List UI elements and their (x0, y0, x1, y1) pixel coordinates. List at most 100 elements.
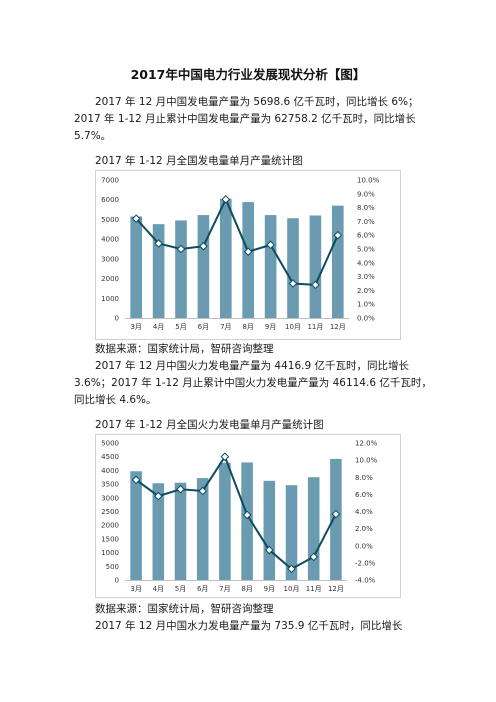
chart-1-x-tick: 12月 (330, 323, 346, 331)
chart-1-growth-point (333, 230, 343, 240)
chart-1-x-tick: 11月 (307, 323, 323, 331)
chart-2-growth-point (198, 486, 208, 496)
chart-2-y-left-tick: 0 (115, 577, 119, 585)
chart-1-growth-point (131, 214, 141, 223)
chart-2-y-right-tick: -4.0% (355, 577, 376, 585)
chart-2-x-tick: 6月 (197, 585, 208, 593)
chart-2-y-left-tick: 500 (106, 563, 119, 571)
chart-2-bar (285, 485, 298, 580)
chart-2-y-left-tick: 2500 (101, 508, 119, 516)
paragraph-2-text: 2017 年 12 月中国火力发电量产量为 4416.9 亿千瓦时，同比增长 3… (74, 360, 432, 406)
chart-1-bar (287, 218, 299, 318)
chart-1-x-tick: 6月 (198, 323, 209, 331)
chart-2-y-right-tick: 4.0% (355, 508, 373, 516)
chart-1-bar (242, 202, 255, 318)
chart-2-svg: 0 500 1000 1500 2000 2500 3000 3500 4000 4500 5000… (95, 434, 401, 598)
paragraph-1: 2017 年 12 月中国发电量产量为 5698.6 亿千瓦时，同比增长 6%；… (74, 94, 434, 145)
chart-2-growth-point (309, 552, 319, 562)
chart-2-growth-point (287, 564, 296, 574)
chart-2-x-tick: 12月 (328, 585, 344, 593)
chart-1-y-right-tick: 10.0% (357, 177, 380, 185)
chart-2-bar (196, 478, 209, 580)
chart-1-y-left-tick: 4000 (101, 236, 119, 244)
chart-2-y-right-tick: 2.0% (355, 525, 373, 533)
chart-2-growth-point (220, 452, 230, 462)
chart-1-bar (219, 198, 232, 318)
chart-2-y-left-tick: 4500 (101, 453, 119, 461)
chart-2-growth-point (242, 510, 252, 520)
paragraph-2: 2017 年 12 月中国火力发电量产量为 4416.9 亿千瓦时，同比增长 3… (74, 358, 434, 409)
chart-2-y-left-tick: 5000 (101, 440, 119, 448)
chart-1-growth-point (311, 280, 320, 290)
chart-2-growth-point (153, 491, 163, 501)
chart-2-x-tick: 3月 (130, 585, 141, 593)
chart-1-y-right-tick: 6.0% (357, 232, 375, 240)
chart-2-y-left-tick: 1500 (101, 535, 119, 543)
chart-2-x-tick: 10月 (284, 585, 300, 593)
chart-1-x-tick: 10月 (285, 323, 301, 331)
chart-1-y-right-tick: 2.0% (357, 287, 375, 295)
chart-2-bar (152, 483, 165, 580)
chart-1-x-tick: 4月 (153, 323, 164, 331)
chart-1-y-left-tick: 2000 (101, 275, 119, 283)
chart-1-x-tick: 9月 (265, 323, 276, 331)
chart-2-bar (307, 477, 320, 580)
chart-1-y-left-tick: 5000 (101, 216, 119, 224)
chart-2-bar (174, 482, 187, 580)
chart-1-growth-point (266, 240, 275, 250)
chart-1-y-left-tick: 0 (115, 315, 119, 323)
chart-2-x-tick: 8月 (241, 585, 252, 593)
chart-1-y-right-tick: 3.0% (357, 273, 375, 281)
chart-2-x-tick: 9月 (264, 585, 275, 593)
chart-1-y-left-tick: 7000 (101, 177, 119, 185)
chart-1-growth-point (154, 239, 163, 248)
chart-2-growth-point (176, 484, 185, 494)
chart-2-y-left-tick: 1000 (101, 549, 119, 557)
chart-2-y-right-tick: 12.0% (355, 440, 378, 448)
chart-2-growth-point (131, 475, 141, 485)
paragraph-3-text: 2017 年 12 月中国水力发电量产量为 735.9 亿千瓦时，同比增长 (95, 620, 403, 632)
chart-2-x-tick: 7月 (219, 585, 230, 593)
chart-2-x-tick: 5月 (175, 585, 186, 593)
paragraph-3: 2017 年 12 月中国水力发电量产量为 735.9 亿千瓦时，同比增长 (74, 618, 434, 635)
chart-2-y-left-tick: 3500 (101, 481, 119, 489)
chart-2-bar (263, 480, 276, 580)
chart-2-source: 数据来源：国家统计局，智研咨询整理 (95, 603, 274, 615)
chart-1-growth-line (135, 196, 339, 286)
chart-1-source: 数据来源：国家统计局，智研咨询整理 (95, 343, 274, 355)
chart-2-y-right-tick: 6.0% (355, 491, 373, 499)
chart-1-growth-point (243, 247, 253, 257)
chart-2-bar (241, 462, 253, 580)
chart-2-y-right-tick: 8.0% (355, 474, 373, 482)
chart-1-y-right-tick: 0.0% (357, 315, 375, 323)
chart-1-y-right-tick: 5.0% (357, 246, 375, 254)
chart-1-y-right-tick: 4.0% (357, 259, 375, 267)
chart-1-y-right-tick: 9.0% (357, 190, 375, 198)
chart-2-caption: 2017 年 1-12 月全国火力发电量单月产量统计图 (95, 419, 324, 431)
chart-2-growth-line (135, 454, 337, 571)
chart-1-y-right-tick: 7.0% (357, 218, 375, 226)
chart-2-bar (330, 458, 342, 580)
chart-2-bar (219, 462, 231, 580)
chart-1-y-left-tick: 6000 (101, 196, 119, 204)
chart-1-bar (264, 215, 277, 318)
paragraph-1-text: 2017 年 12 月中国发电量产量为 5698.6 亿千瓦时，同比增长 6%；… (74, 96, 419, 142)
chart-2-y-left-tick: 2000 (101, 522, 119, 530)
chart-1-x-tick: 7月 (220, 323, 231, 331)
chart-2-y-left-tick: 3000 (101, 494, 119, 502)
chart-2-x-tick: 11月 (306, 585, 322, 593)
chart-1-x-tick: 3月 (130, 323, 141, 331)
chart-2-bar (130, 471, 142, 580)
chart-1-svg: 0 1000 2000 3000 4000 5000 6000 7000 0.0% 1.0% 2.0… (95, 170, 401, 340)
chart-1-x-tick: 5月 (175, 323, 186, 331)
chart-1: 0 1000 2000 3000 4000 5000 6000 7000 0.0% 1.0% 2.0… (95, 170, 401, 340)
chart-1-growth-point (199, 241, 208, 251)
chart-1-y-left-tick: 1000 (101, 295, 119, 303)
page-title: 2017年中国电力行业发展现状分析【图】 (130, 67, 366, 82)
chart-2: 0 500 1000 1500 2000 2500 3000 3500 4000 4500 5000… (95, 434, 401, 598)
chart-2-y-right-tick: 10.0% (355, 457, 378, 465)
chart-1-growth-point (221, 195, 231, 204)
chart-1-bar (130, 216, 143, 318)
chart-1-bar (197, 215, 210, 318)
chart-1-bar (175, 220, 187, 318)
